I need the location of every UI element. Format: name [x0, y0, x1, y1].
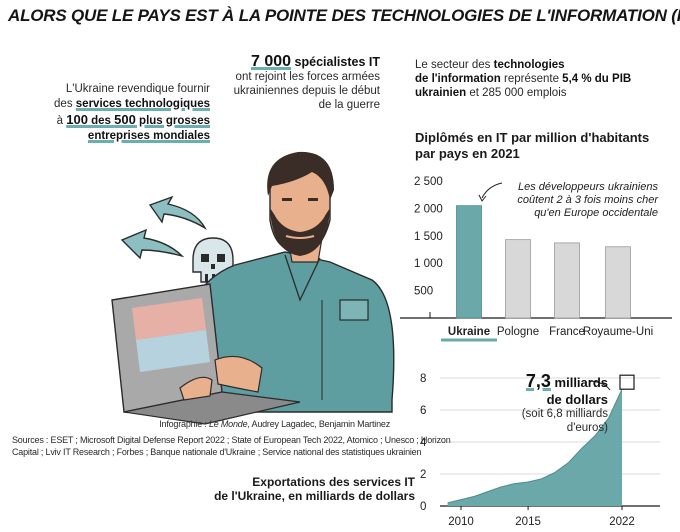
area-fill	[447, 389, 622, 506]
area-highlight-box	[619, 374, 635, 390]
area-y-tick-label: 2	[420, 469, 426, 481]
bar-category-label: Ukraine	[448, 326, 490, 338]
area-chart-marks	[447, 374, 635, 506]
left-line2: des services technologiques	[54, 98, 210, 110]
center-line4: de la guerre	[318, 99, 380, 111]
right-line1: Le secteur des technologies	[415, 59, 565, 71]
center-line3: ukrainiennes depuis le début	[233, 85, 380, 97]
specialists-headline: 7 000 spécialistes IT	[251, 53, 380, 70]
bar-france	[554, 242, 580, 319]
left-line4: entreprises mondiales	[87, 130, 210, 142]
bar-chart-annotation: Les développeurs ukrainiens coûtent 2 à …	[478, 181, 659, 219]
right-info-block: Le secteur des technologies de l'informa…	[415, 58, 675, 100]
area-line	[447, 388, 623, 504]
arrow-icons	[120, 195, 207, 260]
bar-annotation-arrowhead	[478, 194, 487, 202]
bar-y-tick-label: 2 000	[414, 203, 443, 215]
laptop-screen	[132, 298, 206, 340]
arrow-left-icon	[120, 228, 185, 260]
area-chart-title: Exportations des services IT de l'Ukrain…	[214, 475, 415, 503]
right-line3: ukrainien et 285 000 emplois	[415, 87, 567, 99]
bar-category-label: Royaume-Uni	[583, 326, 653, 338]
exports-unit: de dollars	[546, 392, 608, 407]
bar-y-tick-label: 1 500	[414, 231, 443, 243]
bar-annotation-line2: coûtent 2 à 3 fois moins cher	[517, 194, 659, 206]
bar-y-tick-label: 2 500	[414, 176, 443, 188]
area-y-tick-label: 8	[420, 373, 426, 385]
area-y-tick-label: 6	[420, 405, 426, 417]
bar-y-tick-label: 500	[414, 286, 433, 298]
area-x-tick-label: 2010	[448, 516, 474, 528]
area-y-tick-label: 0	[420, 501, 426, 513]
sources-line1: Sources : ESET ; Microsoft Digital Defen…	[12, 435, 451, 445]
arrow-up-icon	[148, 195, 207, 230]
exports-euro-line1: (soit 6,8 milliards	[521, 408, 608, 420]
area-x-tick-label: 2022	[609, 516, 635, 528]
left-line1: L'Ukraine revendique fournir	[65, 83, 210, 95]
bar-chart-marks	[456, 205, 631, 319]
area-chart-annotation: 7,3 milliards de dollars (soit 6,8 milli…	[468, 372, 608, 435]
bar-annotation-line1: Les développeurs ukrainiens	[518, 181, 659, 193]
center-line2: ont rejoint les forces armées	[235, 71, 380, 83]
area-x-tick-label: 2015	[515, 516, 541, 528]
bar-chart-title: Diplômés en IT par million d'habitants p…	[415, 130, 650, 161]
bar-ukraine	[456, 205, 482, 319]
infographie-credit: Infographie : Le Monde, Audrey Lagadec, …	[159, 419, 390, 429]
bar-annotation-line3: qu'en Europe occidentale	[534, 207, 658, 219]
bar-category-label: Pologne	[497, 326, 539, 338]
area-y-tick-label: 4	[420, 437, 427, 449]
hair	[267, 151, 334, 200]
bar-annotation-arrow	[481, 182, 503, 199]
sources-line2: Capital ; Lviv IT Research ; Forbes ; Ba…	[12, 447, 422, 457]
credits: Infographie : Le Monde, Audrey Lagadec, …	[12, 418, 451, 458]
bar-royaume-uni	[605, 246, 631, 319]
exports-value: 7,3 milliards	[525, 371, 608, 391]
center-info-block: 7 000 spécialistes IT ont rejoint les fo…	[208, 53, 380, 112]
right-line2: de l'information représente 5,4 % du PIB	[415, 73, 632, 85]
bar-chart-axis: 2 500 2 000 1 500 1 000 500	[400, 176, 672, 319]
bar-y-tick-label: 1 000	[414, 258, 443, 270]
page-title: ALORS QUE LE PAYS EST À LA POINTE DES TE…	[8, 6, 680, 25]
area-annotation-arrow	[589, 380, 611, 391]
left-info-block: L'Ukraine revendique fournir des service…	[20, 82, 210, 144]
bar-category-label: France	[549, 326, 585, 338]
area-chart-xticks: 2010 2015 2022	[448, 506, 635, 528]
bar-pologne	[505, 239, 531, 319]
beard	[270, 208, 330, 256]
left-line3: à 100 des 500 plus grosses	[56, 112, 210, 127]
exports-euro-line2: d'euros)	[566, 422, 608, 434]
